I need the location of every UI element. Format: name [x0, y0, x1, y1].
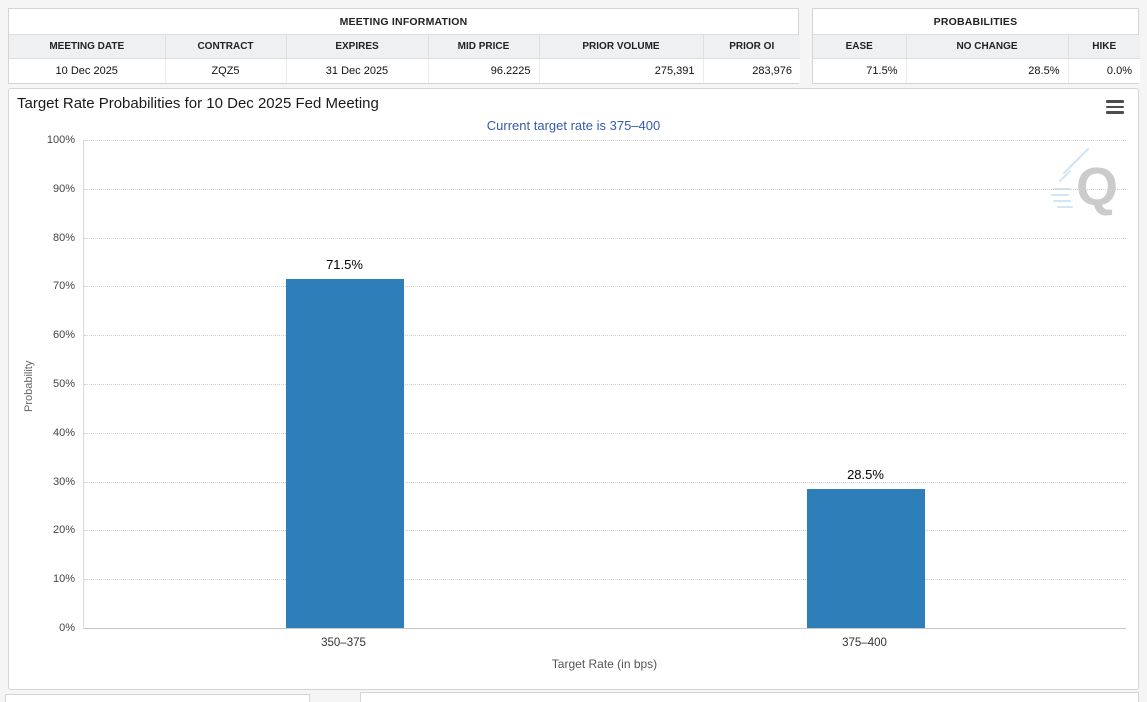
y-tick-label: 70% — [52, 280, 75, 293]
probability-bar-375–400[interactable] — [806, 488, 925, 628]
plot-area: 71.5% 28.5% — [83, 140, 1126, 629]
gridline — [84, 530, 1126, 532]
y-tick-label: 20% — [52, 524, 75, 537]
menu-bar — [1106, 100, 1124, 103]
column-header-prior-volume: PRIOR VOLUME — [539, 35, 704, 59]
cell-mid-price: 96.2225 — [428, 58, 540, 83]
gridline — [84, 140, 1126, 141]
column-header-expires: EXPIRES — [286, 35, 429, 59]
cell-expires: 31 Dec 2025 — [286, 58, 429, 83]
gridline — [84, 481, 1126, 483]
meeting-information-panel: MEETING INFORMATION MEETING DATE CONTRAC… — [8, 8, 800, 84]
y-tick-label: 40% — [52, 426, 75, 439]
menu-bar — [1106, 111, 1124, 114]
column-header-ease: EASE — [813, 35, 907, 59]
probabilities-title: PROBABILITIES — [813, 9, 1138, 35]
gridline — [84, 579, 1126, 581]
partial-panel-right — [360, 692, 1139, 702]
gridline — [84, 286, 1126, 288]
gridline — [84, 384, 1126, 385]
gridline — [84, 188, 1126, 190]
y-tick-label: 80% — [52, 231, 75, 244]
cell-ease: 71.5% — [813, 58, 907, 83]
y-tick-label: 100% — [46, 134, 75, 146]
column-header-hike: HIKE — [1068, 35, 1140, 59]
gridline — [84, 237, 1126, 239]
meeting-information-table: MEETING DATE CONTRACT EXPIRES MID PRICE … — [9, 35, 800, 83]
y-tick-label: 10% — [52, 573, 75, 586]
bar-value-label: 28.5% — [847, 466, 884, 482]
column-header-contract: CONTRACT — [165, 35, 287, 59]
probabilities-table: EASE NO CHANGE HIKE 71.5% 28.5% 0.0% — [813, 35, 1140, 83]
column-header-prior-oi: PRIOR OI — [703, 35, 800, 59]
cell-meeting-date: 10 Dec 2025 — [9, 58, 166, 83]
x-tick-label: 375–400 — [842, 637, 887, 649]
y-tick-label: 0% — [59, 622, 75, 634]
chart-title: Target Rate Probabilities for 10 Dec 202… — [17, 95, 379, 112]
x-tick-label: 350–375 — [321, 637, 366, 649]
quikstrike-watermark: Q — [1048, 145, 1122, 224]
meeting-information-header-row: MEETING DATE CONTRACT EXPIRES MID PRICE … — [9, 35, 800, 59]
chart-subtitle: Current target rate is 375–400 — [486, 118, 661, 133]
y-tick-label: 60% — [52, 329, 75, 342]
gridline — [84, 335, 1126, 337]
chart-menu-icon[interactable] — [1106, 100, 1124, 114]
probability-bar-350–375[interactable] — [285, 279, 404, 628]
svg-text:Q: Q — [1076, 157, 1118, 217]
y-tick-label: 90% — [52, 182, 75, 195]
y-tick-label: 50% — [52, 378, 75, 390]
cell-no-change: 28.5% — [906, 58, 1069, 83]
column-header-meeting-date: MEETING DATE — [9, 35, 166, 59]
gridline — [84, 432, 1126, 434]
cell-prior-volume: 275,391 — [539, 58, 704, 83]
column-header-no-change: NO CHANGE — [906, 35, 1069, 59]
cell-contract: ZQZ5 — [165, 58, 287, 83]
target-rate-chart-panel: Target Rate Probabilities for 10 Dec 202… — [8, 88, 1139, 690]
meeting-information-title: MEETING INFORMATION — [9, 9, 798, 35]
x-axis-labels: 350–375 375–400 — [83, 637, 1126, 653]
probabilities-header-row: EASE NO CHANGE HIKE — [813, 35, 1140, 59]
bar-value-label: 71.5% — [326, 257, 363, 273]
probabilities-data-row: 71.5% 28.5% 0.0% — [813, 58, 1140, 83]
cell-hike: 0.0% — [1068, 58, 1140, 83]
menu-bar — [1106, 105, 1124, 109]
y-tick-label: 30% — [52, 475, 75, 488]
column-header-mid-price: MID PRICE — [428, 35, 540, 59]
meeting-information-data-row: 10 Dec 2025 ZQZ5 31 Dec 2025 96.2225 275… — [9, 58, 800, 83]
partial-panel-left — [5, 694, 310, 702]
y-axis-labels: 0% 10% 20% 30% 40% 50% 60% 70% 80% 90% 100% — [9, 134, 75, 634]
cell-prior-oi: 283,976 — [703, 58, 800, 83]
summary-tables-row: MEETING INFORMATION MEETING DATE CONTRAC… — [8, 8, 1140, 84]
probabilities-panel: PROBABILITIES EASE NO CHANGE HIKE 71.5% … — [812, 8, 1140, 84]
x-axis-title: Target Rate (in bps) — [551, 657, 658, 671]
